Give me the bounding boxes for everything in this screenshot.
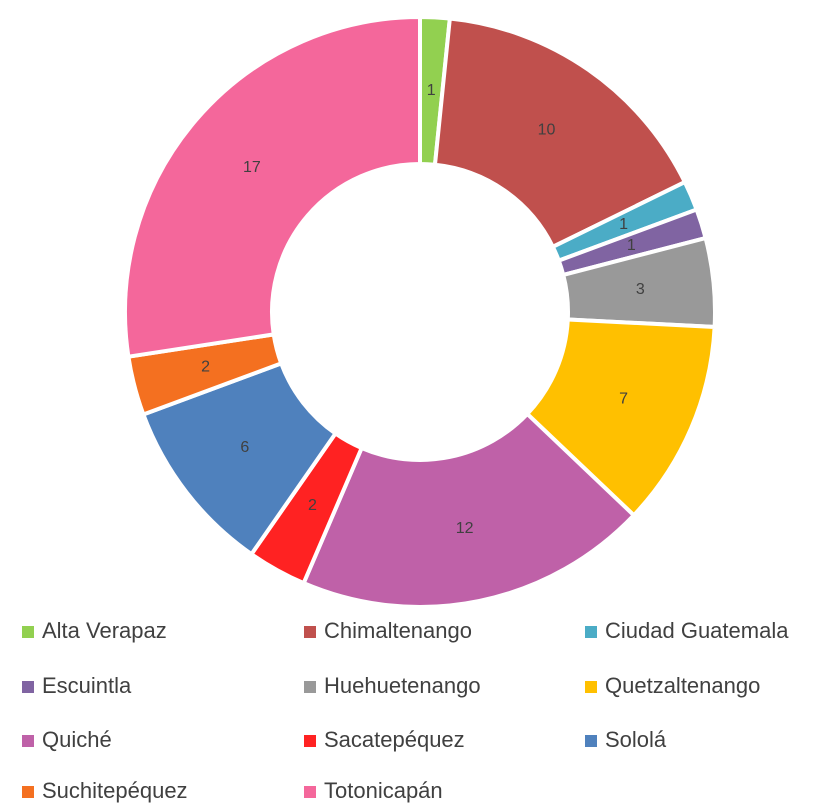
legend-label: Sacatepéquez bbox=[324, 727, 465, 752]
legend-swatch bbox=[22, 735, 34, 747]
legend-label: Huehuetenango bbox=[324, 673, 481, 698]
data-label: 17 bbox=[243, 159, 261, 176]
legend-label: Alta Verapaz bbox=[42, 618, 167, 643]
slice bbox=[432, 16, 688, 250]
legend-label: Suchitepéquez bbox=[42, 778, 188, 803]
legend-swatch bbox=[22, 786, 34, 798]
data-label: 7 bbox=[619, 391, 628, 408]
legend-swatch bbox=[22, 626, 34, 638]
legend-label: Totonicapán bbox=[324, 778, 443, 803]
legend-swatch bbox=[585, 681, 597, 693]
legend-label: Escuintla bbox=[42, 673, 132, 698]
legend-label: Quetzaltenango bbox=[605, 673, 760, 698]
legend-swatch bbox=[22, 681, 34, 693]
data-label: 12 bbox=[456, 520, 474, 537]
slice bbox=[123, 14, 422, 359]
legend-label: Chimaltenango bbox=[324, 618, 472, 643]
data-label: 2 bbox=[201, 359, 210, 376]
data-label: 3 bbox=[636, 281, 645, 298]
legend-swatch bbox=[304, 626, 316, 638]
legend-swatch bbox=[585, 626, 597, 638]
legend-swatch bbox=[304, 681, 316, 693]
legend-label: Ciudad Guatemala bbox=[605, 618, 789, 643]
data-label: 2 bbox=[308, 497, 317, 514]
legend-label: Sololá bbox=[605, 727, 667, 752]
data-label: 1 bbox=[627, 237, 636, 254]
data-label: 1 bbox=[619, 216, 628, 233]
data-label: 10 bbox=[538, 121, 556, 138]
legend-label: Quiché bbox=[42, 727, 112, 752]
legend-swatch bbox=[304, 735, 316, 747]
legend-swatch bbox=[585, 735, 597, 747]
data-label: 1 bbox=[427, 82, 436, 99]
slice bbox=[301, 411, 637, 609]
data-label: 6 bbox=[240, 439, 249, 456]
legend-swatch bbox=[304, 786, 316, 798]
